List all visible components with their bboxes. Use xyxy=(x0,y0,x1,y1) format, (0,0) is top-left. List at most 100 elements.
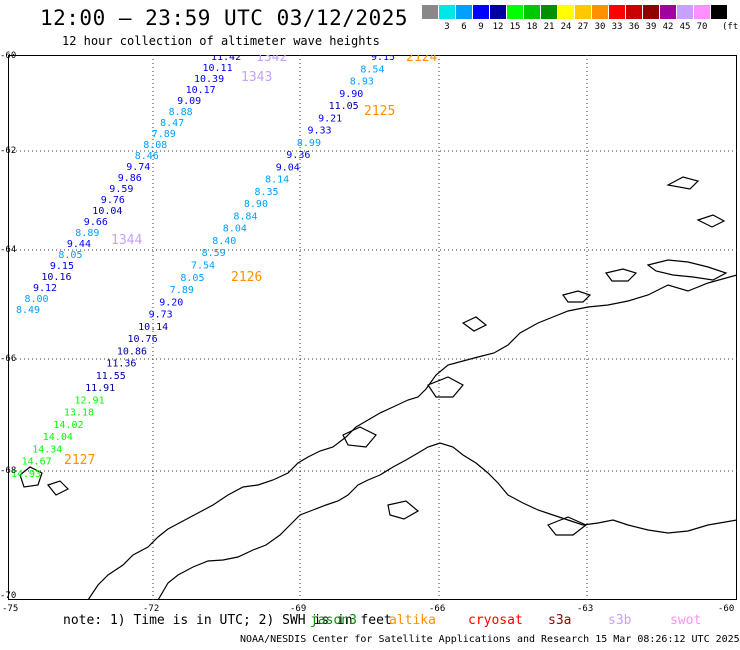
scale-swatch xyxy=(677,5,693,19)
island-4 xyxy=(666,176,700,190)
scale-tick-label: 30 xyxy=(594,22,606,32)
swh-value: 10.76 xyxy=(128,334,158,345)
scale-tick-label: 24 xyxy=(560,22,572,32)
island-2 xyxy=(604,268,638,282)
swh-value: 10.04 xyxy=(92,206,122,217)
swh-value: 11.42 xyxy=(211,55,241,63)
pass-label-1343: 1343 xyxy=(241,70,272,85)
swh-value: 8.93 xyxy=(350,77,374,88)
swh-value: 9.74 xyxy=(126,162,150,173)
swh-value: 8.46 xyxy=(135,151,159,162)
swh-value: 8.05 xyxy=(58,250,82,261)
scale-swatch xyxy=(473,5,489,19)
scale-tick-label: 33 xyxy=(611,22,623,32)
lat-label-64: -64 xyxy=(0,245,17,255)
swh-value: 8.54 xyxy=(360,64,384,75)
swh-value: 10.17 xyxy=(186,85,216,96)
map-subtitle: 12 hour collection of altimeter wave hei… xyxy=(62,34,380,48)
swh-value: 8.89 xyxy=(75,228,99,239)
island-11 xyxy=(387,500,420,520)
swh-value: 8.99 xyxy=(297,138,321,149)
footnote: note: 1) Time is in UTC; 2) SWH is in fe… xyxy=(63,613,392,628)
swh-value: 14.34 xyxy=(32,445,62,456)
swh-value: 9.44 xyxy=(67,239,91,250)
swh-value: 8.49 xyxy=(16,305,40,316)
swh-value: 8.47 xyxy=(160,118,184,129)
scale-swatch xyxy=(456,5,472,19)
swh-value: 8.08 xyxy=(143,140,167,151)
swh-value: 9.59 xyxy=(109,184,133,195)
peninsula-coast xyxy=(87,274,737,600)
island-8 xyxy=(19,466,43,488)
swh-value: 14.67 xyxy=(22,457,52,468)
scale-swatch xyxy=(524,5,540,19)
scale-swatch xyxy=(592,5,608,19)
scale-tick-label: 27 xyxy=(577,22,589,32)
swh-value: 8.35 xyxy=(255,187,279,198)
swh-value: 10.39 xyxy=(194,74,224,85)
swh-value: 12.91 xyxy=(75,395,105,406)
southern-coast xyxy=(157,442,737,600)
scale-swatch xyxy=(541,5,557,19)
satellite-swot: swot xyxy=(670,613,702,628)
swh-value: 11.55 xyxy=(96,371,126,382)
pass-label-2127: 2127 xyxy=(64,453,95,468)
lon-label-63: -63 xyxy=(577,604,594,614)
swh-value: 11.05 xyxy=(329,101,359,112)
pass-labels: 1342 1343 1344 2124 2125 2126 2127 xyxy=(64,55,437,468)
scale-swatch xyxy=(626,5,642,19)
scale-swatch xyxy=(643,5,659,19)
swh-value: 9.20 xyxy=(159,297,183,308)
island-3 xyxy=(562,290,592,303)
swh-value: 9.15 xyxy=(371,55,395,63)
swh-value: 9.21 xyxy=(318,113,342,124)
lat-label-60: -60 xyxy=(0,51,17,61)
altimeter-track-right: 9.158.548.939.9011.059.219.338.999.369.0… xyxy=(11,55,395,480)
altimeter-map: 11.4210.1110.3910.179.098.888.477.898.08… xyxy=(8,55,737,600)
scale-tick-label: 15 xyxy=(509,22,521,32)
scale-swatch xyxy=(660,5,676,19)
scale-swatch xyxy=(422,5,438,19)
swh-value: 14.93 xyxy=(11,469,41,480)
swh-value: 8.90 xyxy=(244,199,268,210)
swh-value: 8.40 xyxy=(212,236,236,247)
island-9 xyxy=(46,480,70,496)
pass-label-1342: 1342 xyxy=(256,55,287,65)
lon-label-75: -75 xyxy=(2,604,19,614)
lat-label-70: -70 xyxy=(0,591,17,601)
scale-tick-label: 36 xyxy=(628,22,640,32)
swh-value: 8.05 xyxy=(180,273,204,284)
lon-label-60: -60 xyxy=(718,604,735,614)
swh-value: 9.09 xyxy=(177,96,201,107)
pass-label-2126: 2126 xyxy=(231,270,262,285)
swh-value: 9.36 xyxy=(286,150,310,161)
scale-tick-label: 6 xyxy=(461,22,467,32)
swh-value: 13.18 xyxy=(64,408,94,419)
swh-value: 8.88 xyxy=(169,107,193,118)
swh-value: 9.33 xyxy=(308,126,332,137)
credits-footer: NOAA/NESDIS Center for Satellite Applica… xyxy=(240,634,740,645)
lat-label-62: -62 xyxy=(0,146,17,156)
swh-value: 11.36 xyxy=(106,359,136,370)
scale-tick-label: 9 xyxy=(478,22,484,32)
scale-tick-label: 3 xyxy=(444,22,450,32)
scale-tick-label: 39 xyxy=(645,22,657,32)
coastline xyxy=(19,176,737,600)
scale-tick-label: 42 xyxy=(662,22,674,32)
scale-swatch xyxy=(609,5,625,19)
scale-swatch xyxy=(558,5,574,19)
scale-swatch xyxy=(694,5,710,19)
map-frame xyxy=(8,55,737,600)
scale-tick-label: 18 xyxy=(526,22,538,32)
scale-swatch xyxy=(507,5,523,19)
pass-label-2125: 2125 xyxy=(364,104,395,119)
scale-tick-label: 45 xyxy=(679,22,691,32)
swh-value: 10.16 xyxy=(41,272,71,283)
satellite-cryosat: cryosat xyxy=(468,613,523,628)
swh-value: 9.86 xyxy=(118,173,142,184)
satellite-altika: altika xyxy=(389,613,436,628)
satellite-s3a: s3a xyxy=(548,613,572,628)
pass-label-2124: 2124 xyxy=(406,55,437,65)
swh-value: 10.11 xyxy=(203,63,233,74)
lat-label-66: -66 xyxy=(0,354,17,364)
